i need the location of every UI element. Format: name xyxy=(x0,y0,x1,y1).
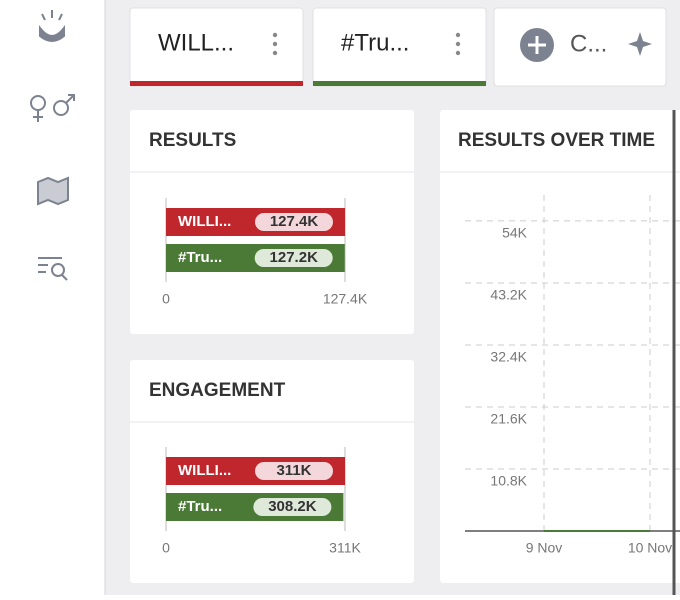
icon-filter-search[interactable] xyxy=(38,257,68,281)
time-card: RESULTS OVER TIME xyxy=(440,110,680,583)
value-pill xyxy=(255,462,333,480)
icon-map[interactable] xyxy=(37,176,69,206)
menu-dot xyxy=(272,32,278,38)
x-tick-label: 0 xyxy=(162,540,170,556)
charts: 0 127.4K WILLI... 127.4K #Tru... 127.2K 0 311K W… xyxy=(162,195,680,556)
bar-label: WILLI... xyxy=(178,462,231,479)
card-title: RESULTS xyxy=(149,130,236,151)
icon-gender[interactable] xyxy=(30,94,75,122)
add-plus xyxy=(528,36,546,54)
sparkle-icon xyxy=(628,32,652,56)
y-tick-label: 21.6K xyxy=(490,411,527,427)
x-tick-label: 311K xyxy=(329,540,361,556)
bar-label: #Tru... xyxy=(178,498,222,515)
menu-dot xyxy=(272,50,278,56)
menu-dot xyxy=(455,50,461,56)
y-tick-label: 54K xyxy=(502,225,528,241)
value-label: 127.2K xyxy=(270,249,319,266)
menu-dot xyxy=(455,32,461,38)
value-pill xyxy=(254,249,333,267)
tab-color-bar xyxy=(130,81,303,86)
tab-color-bar xyxy=(313,81,486,86)
card-title: RESULTS OVER TIME xyxy=(458,130,655,151)
value-label: 308.2K xyxy=(268,498,317,515)
tab-label: #Tru... xyxy=(341,29,409,56)
x-tick-label: 0 xyxy=(162,291,170,307)
tab-label: C... xyxy=(570,30,607,57)
bar-label: #Tru... xyxy=(178,249,222,266)
icon-celebrate[interactable] xyxy=(39,10,65,42)
x-tick-label: 9 Nov xyxy=(526,540,563,556)
menu-dot xyxy=(455,41,461,47)
menu-dot xyxy=(272,41,278,47)
y-tick-label: 32.4K xyxy=(490,349,527,365)
value-label: 127.4K xyxy=(270,213,319,230)
sidebar-icons xyxy=(30,10,75,281)
sidebar xyxy=(0,0,105,595)
value-pill xyxy=(255,213,333,231)
x-tick-label: 10 Nov xyxy=(628,540,672,556)
card xyxy=(440,110,680,583)
tabs: WILL... #Tru... C... xyxy=(129,7,667,87)
y-tick-label: 43.2K xyxy=(490,287,527,303)
value-label: 311K xyxy=(276,462,311,479)
bar-label: WILLI... xyxy=(178,213,231,230)
value-pill xyxy=(253,498,332,516)
tab-label: WILL... xyxy=(158,29,234,56)
y-tick-label: 10.8K xyxy=(490,473,527,489)
card-title: ENGAGEMENT xyxy=(149,380,286,401)
tab[interactable] xyxy=(493,7,667,87)
x-tick-label: 127.4K xyxy=(323,291,368,307)
